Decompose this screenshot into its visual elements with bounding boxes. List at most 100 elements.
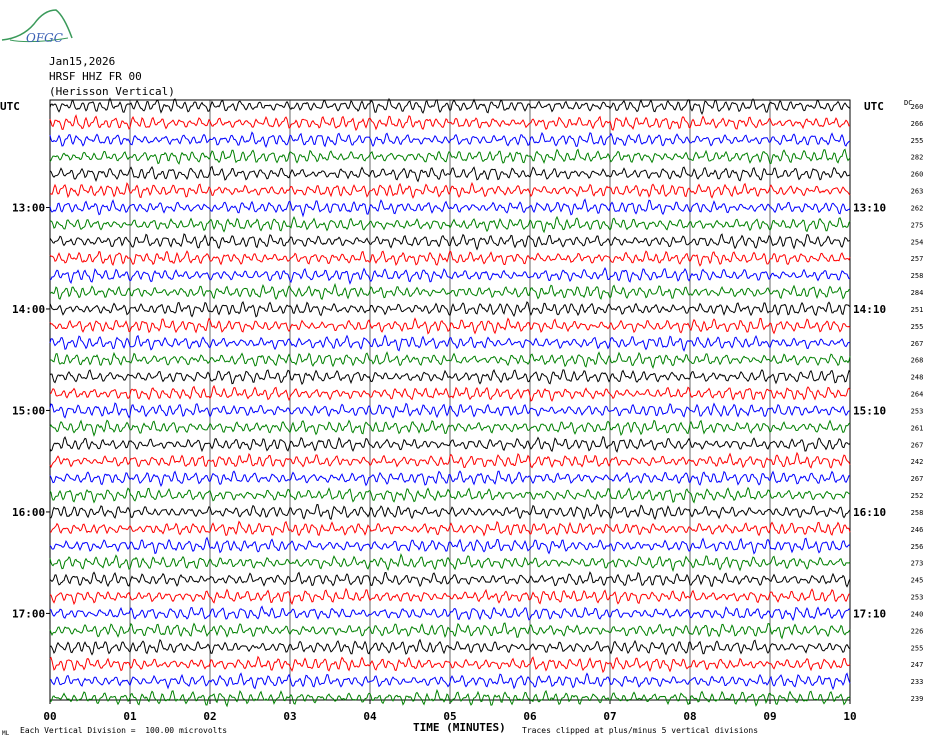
clip-note: Traces clipped at plus/minus 5 vertical …: [522, 726, 759, 735]
right-time-label: 17:10: [853, 607, 886, 620]
axis-labels: 00 01 02 03 04 05 06 07 08 09 10 260 266 255 282 260 263…: [0, 99, 923, 723]
trace-line: [49, 317, 851, 335]
dc-offset-label: 267: [911, 475, 924, 483]
dc-offset-label: 245: [911, 577, 924, 585]
chart-date: Jan15,2026: [49, 55, 116, 68]
dc-offset-label: 253: [911, 594, 924, 602]
x-tick-label: 10: [843, 710, 856, 723]
dc-offset-label: 252: [911, 492, 924, 500]
dc-offset-label: 254: [911, 238, 924, 246]
x-tick-label: 00: [43, 710, 56, 723]
trace-line: [49, 672, 851, 691]
trace-line: [49, 384, 851, 402]
left-time-label: 14:00: [12, 303, 45, 316]
trace-line: [49, 638, 851, 656]
dc-offset-label: 284: [911, 289, 924, 297]
trace-line: [49, 131, 851, 149]
trace-line: [49, 215, 851, 234]
dc-offset-label: 258: [911, 272, 924, 280]
dc-offset-label: 256: [911, 543, 924, 551]
trace-line: [49, 351, 851, 369]
dc-offset-label: 275: [911, 221, 924, 229]
trace-line: [49, 553, 851, 573]
x-axis-title: TIME (MINUTES): [413, 721, 506, 734]
x-tick-label: 08: [683, 710, 696, 723]
trace-line: [49, 655, 851, 674]
dc-offset-label: 268: [911, 357, 924, 365]
trace-line: [49, 536, 851, 555]
trace-line: [49, 419, 851, 437]
trace-line: [49, 369, 851, 386]
right-time-label: 13:10: [853, 201, 886, 214]
trace-line: [49, 688, 851, 708]
dc-offset-label: 282: [911, 154, 924, 162]
right-axis-label: UTC: [864, 100, 884, 113]
trace-line: [49, 435, 851, 453]
trace-line: [49, 97, 851, 115]
dc-offset-label: 261: [911, 424, 924, 432]
trace-line: [49, 486, 851, 504]
dc-offset-label: 267: [911, 340, 924, 348]
trace-line: [49, 165, 851, 183]
dc-offset-label: 247: [911, 661, 924, 669]
trace-line: [49, 451, 851, 469]
dc-offset-label: 260: [911, 171, 924, 179]
left-time-label: 16:00: [12, 506, 45, 519]
left-time-label: 17:00: [12, 607, 45, 620]
left-time-label: 13:00: [12, 201, 45, 214]
dc-offset-label: 233: [911, 678, 924, 686]
x-tick-label: 07: [603, 710, 616, 723]
dc-offset-label: 242: [911, 458, 924, 466]
dc-offset-label: 264: [911, 391, 924, 399]
trace-line: [49, 402, 851, 419]
dc-label: DC: [904, 99, 912, 107]
dc-offset-label: 273: [911, 560, 924, 568]
dc-offset-label: 248: [911, 374, 924, 382]
station-location: (Herisson Vertical): [49, 85, 175, 98]
trace-line: [49, 503, 851, 521]
left-axis-label: UTC: [0, 100, 20, 113]
dc-offset-label: 253: [911, 407, 924, 415]
x-tick-label: 06: [523, 710, 537, 723]
trace-line: [49, 470, 851, 487]
dc-offset-label: 240: [911, 610, 924, 618]
trace-line: [49, 622, 851, 640]
dc-offset-label: 267: [911, 441, 924, 449]
dc-offset-label: 257: [911, 255, 924, 263]
right-time-label: 15:10: [853, 404, 886, 417]
x-tick-label: 01: [123, 710, 137, 723]
logo-text: OFGC: [26, 31, 63, 45]
x-tick-label: 02: [203, 710, 216, 723]
trace-line: [49, 571, 851, 588]
dc-offset-label: 239: [911, 695, 924, 703]
dc-offset-label: 258: [911, 509, 924, 517]
dc-offset-label: 266: [911, 120, 924, 128]
trace-line: [49, 148, 851, 165]
right-time-label: 14:10: [853, 303, 886, 316]
trace-line: [49, 605, 851, 622]
x-tick-label: 04: [363, 710, 377, 723]
trace-line: [49, 233, 851, 251]
dc-offset-label: 262: [911, 204, 924, 212]
trace-line: [49, 250, 851, 267]
dc-offset-label: 255: [911, 137, 924, 145]
trace-line: [49, 300, 851, 318]
trace-line: [49, 114, 851, 132]
right-time-label: 16:10: [853, 506, 886, 519]
trace-line: [49, 198, 851, 218]
x-tick-label: 03: [283, 710, 296, 723]
left-time-label: 15:00: [12, 404, 45, 417]
dc-offset-label: 255: [911, 323, 924, 331]
trace-line: [49, 282, 851, 301]
dc-offset-label: 226: [911, 627, 924, 635]
trace-line: [49, 181, 851, 199]
corner-mark: ML: [2, 730, 10, 737]
trace-line: [49, 266, 851, 285]
dc-offset-label: 255: [911, 644, 924, 652]
dc-offset-label: 251: [911, 306, 924, 314]
trace-line: [49, 334, 851, 352]
x-tick-label: 09: [763, 710, 776, 723]
trace-line: [49, 520, 851, 537]
trace-line: [49, 587, 850, 606]
